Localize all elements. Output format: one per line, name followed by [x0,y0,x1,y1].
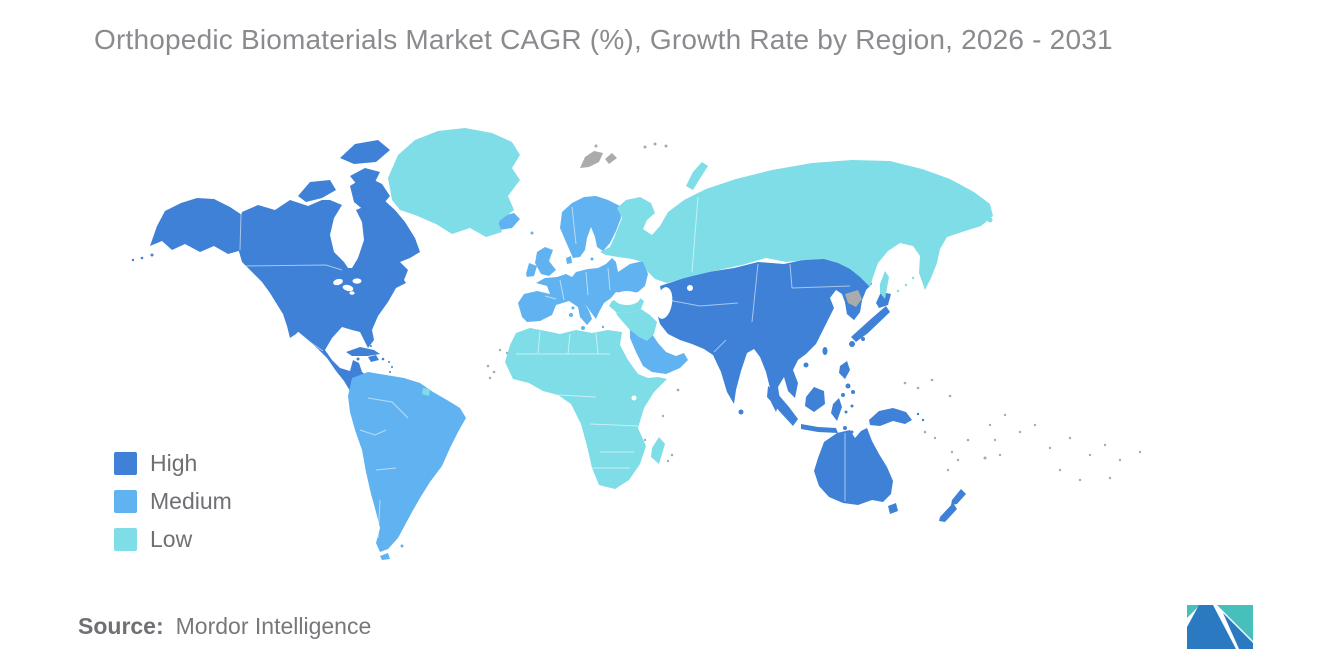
black-sea [614,291,640,305]
region-japan-hokkaido [876,292,891,308]
region-north-america [236,200,420,395]
region-svalbard [605,153,617,164]
legend-item-high: High [114,452,232,475]
lake-victoria [631,395,637,401]
region-crete [601,325,605,329]
region-europe [518,258,648,325]
region-denmark [566,256,572,264]
legend-label-low: Low [150,526,193,552]
region-sulawesi [831,398,842,421]
region-greenland [388,128,520,237]
source-value: Mordor Intelligence [175,613,372,639]
region-wrangel [987,217,993,223]
region-tasmania [888,503,898,514]
legend-swatch-medium [114,490,137,513]
caspian-sea [655,287,673,319]
region-java [801,424,838,433]
region-arctic-island [298,180,336,202]
country-borders [239,196,851,539]
region-sri-lanka [738,409,744,415]
region-new-zealand-north [951,489,966,505]
legend-label-medium: Medium [150,488,232,514]
region-asia-mainland [656,258,872,412]
region-new-zealand-south [939,503,957,522]
region-south-america [348,372,466,552]
great-lakes [352,278,362,284]
region-gotland [590,257,594,261]
great-lakes [342,284,354,292]
legend-item-low: Low [114,528,232,551]
region-north-korea [845,290,862,307]
regions-low [388,128,993,489]
region-franz-josef [643,145,647,149]
region-alaska [150,198,242,254]
region-sicily [581,326,585,330]
region-hainan [803,362,809,368]
region-hispaniola [368,355,379,362]
region-japan-shikoku [861,337,865,341]
region-falklands [400,544,404,548]
region-svalbard [580,151,603,168]
region-tierra-del-fuego [380,553,390,560]
regions-no-data [486,142,1142,482]
region-philippines [839,361,850,379]
region-cuba [346,347,380,356]
legend-swatch-low [114,528,137,551]
region-baffin-island [350,176,390,212]
legend-swatch-high [114,452,137,475]
great-lakes [349,291,355,295]
region-novaya-zemlya [686,162,708,190]
region-corsica [571,306,575,310]
region-africa [505,328,667,489]
region-borneo [805,387,825,412]
logo-blue-right-shape [1223,613,1253,649]
atlantic-islands [486,348,509,380]
region-ireland [526,263,537,277]
region-scandinavia [560,196,621,258]
logo-blue-shape [1187,605,1236,649]
region-japan-honshu [851,306,890,342]
region-sakhalin [880,271,889,299]
region-french-guiana [422,388,430,396]
mordor-intelligence-logo [1187,605,1253,649]
region-russia [600,160,993,290]
aral-sea [687,285,693,291]
regions-medium [348,196,688,560]
region-levant-iraq [616,309,657,341]
region-sardinia [569,313,573,317]
chart-title: Orthopedic Biomaterials Market CAGR (%),… [94,24,1113,55]
legend-item-medium: Medium [114,490,232,513]
inland-waters [333,278,693,401]
pacific-islands [903,378,1142,482]
region-new-guinea [869,408,912,426]
source-line: Source: Mordor Intelligence [78,613,371,640]
region-arctic-island [256,208,292,232]
region-sumatra [767,386,798,426]
region-taiwan [822,347,828,355]
region-faroe [530,231,534,235]
region-australia [814,428,893,505]
region-united-kingdom [535,247,556,276]
region-arctic-island [340,140,390,164]
indian-ocean-islands [643,388,680,463]
region-japan-kyushu [849,341,855,347]
logo-teal-triangle [1187,605,1200,618]
region-madagascar [651,437,665,464]
legend: High Medium Low [114,452,232,566]
legend-label-high: High [150,450,198,476]
logo-teal-right-triangle [1217,605,1253,641]
great-lakes [333,278,343,286]
regions-high [131,140,966,522]
source-label: Source: [78,613,164,639]
